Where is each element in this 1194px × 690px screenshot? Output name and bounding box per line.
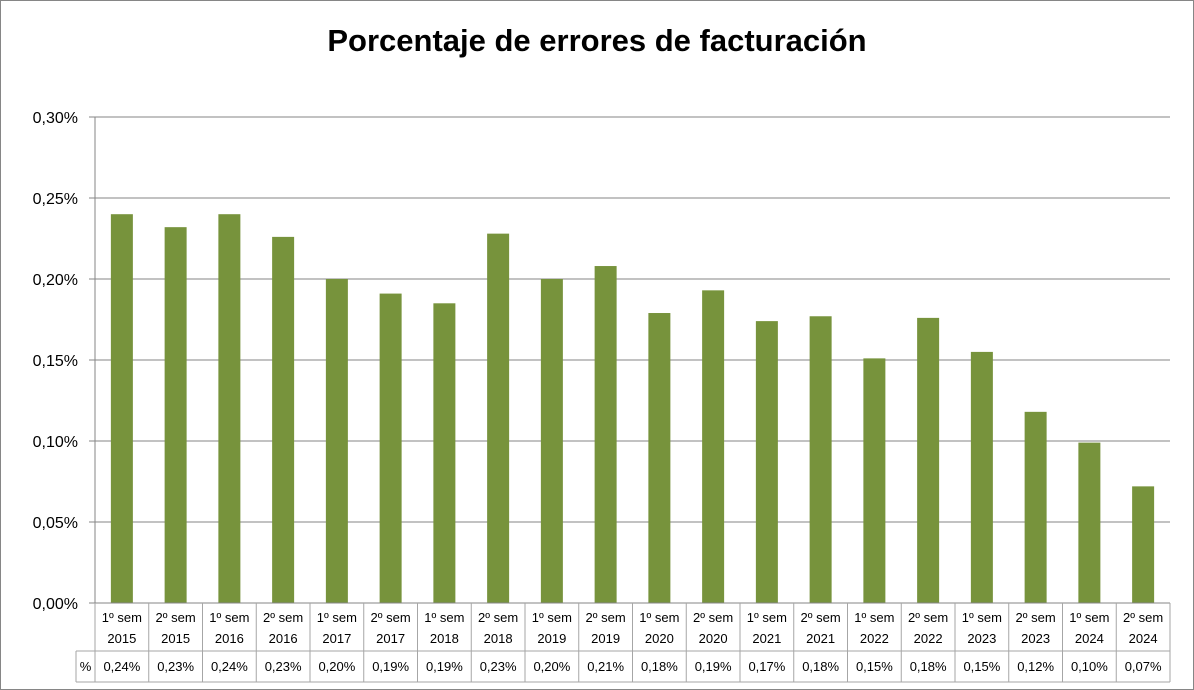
y-tick-label: 0,10% xyxy=(33,434,78,451)
bar xyxy=(917,317,940,603)
y-tick-label: 0,15% xyxy=(33,353,78,370)
x-tick-label: 2º sem xyxy=(478,610,518,625)
data-label: 0,24% xyxy=(211,659,248,674)
x-tick-label-year: 2018 xyxy=(430,631,459,646)
data-label: 0,18% xyxy=(802,659,839,674)
x-tick-label: 1º sem xyxy=(102,610,142,625)
data-label: 0,12% xyxy=(1017,659,1054,674)
bar xyxy=(325,279,348,603)
x-tick-label: 1º sem xyxy=(424,610,464,625)
x-tick-label-year: 2016 xyxy=(215,631,244,646)
bar xyxy=(1132,486,1155,603)
x-tick-label: 2º sem xyxy=(908,610,948,625)
bars xyxy=(110,214,1155,603)
bar xyxy=(379,293,402,603)
bar xyxy=(487,233,510,603)
x-tick-label-year: 2018 xyxy=(484,631,513,646)
bar xyxy=(648,313,671,603)
y-tick-label: 0,30% xyxy=(33,110,78,127)
data-label: 0,15% xyxy=(963,659,1000,674)
bar xyxy=(433,303,456,603)
x-tick-label: 2º sem xyxy=(1123,610,1163,625)
data-label: 0,19% xyxy=(426,659,463,674)
y-tick-label: 0,25% xyxy=(33,191,78,208)
x-tick-label-year: 2022 xyxy=(860,631,889,646)
x-tick-label: 1º sem xyxy=(1069,610,1109,625)
data-table: % 1º sem 2015 0,24% 2º sem 2015 0,23% 1º sem 201… xyxy=(75,602,1171,683)
y-tick-label: 0,00% xyxy=(33,596,78,613)
bar xyxy=(809,316,832,603)
x-tick-label: 1º sem xyxy=(639,610,679,625)
data-label: 0,23% xyxy=(480,659,517,674)
x-tick-label-year: 2021 xyxy=(806,631,835,646)
bar xyxy=(702,290,725,603)
x-tick-label: 1º sem xyxy=(532,610,572,625)
bar xyxy=(110,214,133,603)
x-tick-label-year: 2015 xyxy=(161,631,190,646)
bar xyxy=(540,279,563,603)
x-tick-label: 1º sem xyxy=(747,610,787,625)
bar xyxy=(164,227,187,603)
bar xyxy=(1024,411,1047,603)
x-tick-label-year: 2017 xyxy=(376,631,405,646)
data-label: 0,20% xyxy=(318,659,355,674)
x-tick-label: 1º sem xyxy=(854,610,894,625)
data-label: 0,21% xyxy=(587,659,624,674)
data-label: 0,23% xyxy=(157,659,194,674)
data-label: 0,07% xyxy=(1125,659,1162,674)
bar xyxy=(755,321,778,603)
y-axis-tick-labels: 0,00% 0,05% 0,10% 0,15% 0,20% 0,25% 0,30% xyxy=(33,110,95,613)
y-tick-label: 0,20% xyxy=(33,272,78,289)
bar xyxy=(1078,442,1101,603)
x-tick-label-year: 2016 xyxy=(269,631,298,646)
data-label: 0,19% xyxy=(372,659,409,674)
data-label: 0,18% xyxy=(641,659,678,674)
x-tick-label-year: 2022 xyxy=(914,631,943,646)
x-tick-label: 2º sem xyxy=(156,610,196,625)
x-tick-label-year: 2023 xyxy=(967,631,996,646)
data-label: 0,23% xyxy=(265,659,302,674)
x-tick-label-year: 2017 xyxy=(322,631,351,646)
bar xyxy=(863,358,886,603)
x-tick-label: 2º sem xyxy=(1016,610,1056,625)
x-tick-label: 2º sem xyxy=(263,610,303,625)
x-tick-label-year: 2020 xyxy=(699,631,728,646)
x-tick-label: 2º sem xyxy=(801,610,841,625)
x-tick-label-year: 2023 xyxy=(1021,631,1050,646)
data-label: 0,19% xyxy=(695,659,732,674)
x-tick-label-year: 2020 xyxy=(645,631,674,646)
bar xyxy=(594,266,617,603)
x-tick-label: 1º sem xyxy=(962,610,1002,625)
x-tick-label: 2º sem xyxy=(586,610,626,625)
bar xyxy=(970,351,993,603)
x-tick-label-year: 2024 xyxy=(1129,631,1158,646)
y-tick-label: 0,05% xyxy=(33,515,78,532)
chart-title: Porcentaje de errores de facturación xyxy=(327,23,866,58)
bar xyxy=(272,236,295,603)
x-tick-label: 1º sem xyxy=(317,610,357,625)
x-tick-label: 1º sem xyxy=(209,610,249,625)
x-tick-label-year: 2021 xyxy=(752,631,781,646)
gridlines xyxy=(95,116,1170,523)
data-label: 0,15% xyxy=(856,659,893,674)
x-tick-label-year: 2019 xyxy=(591,631,620,646)
data-label: 0,17% xyxy=(748,659,785,674)
table-series-name: % xyxy=(80,659,92,674)
data-label: 0,18% xyxy=(910,659,947,674)
x-tick-label-year: 2024 xyxy=(1075,631,1104,646)
data-label: 0,20% xyxy=(533,659,570,674)
bar xyxy=(218,214,241,603)
x-tick-label: 2º sem xyxy=(371,610,411,625)
data-label: 0,24% xyxy=(103,659,140,674)
x-tick-label-year: 2019 xyxy=(537,631,566,646)
x-tick-label-year: 2015 xyxy=(107,631,136,646)
data-label: 0,10% xyxy=(1071,659,1108,674)
x-tick-label: 2º sem xyxy=(693,610,733,625)
